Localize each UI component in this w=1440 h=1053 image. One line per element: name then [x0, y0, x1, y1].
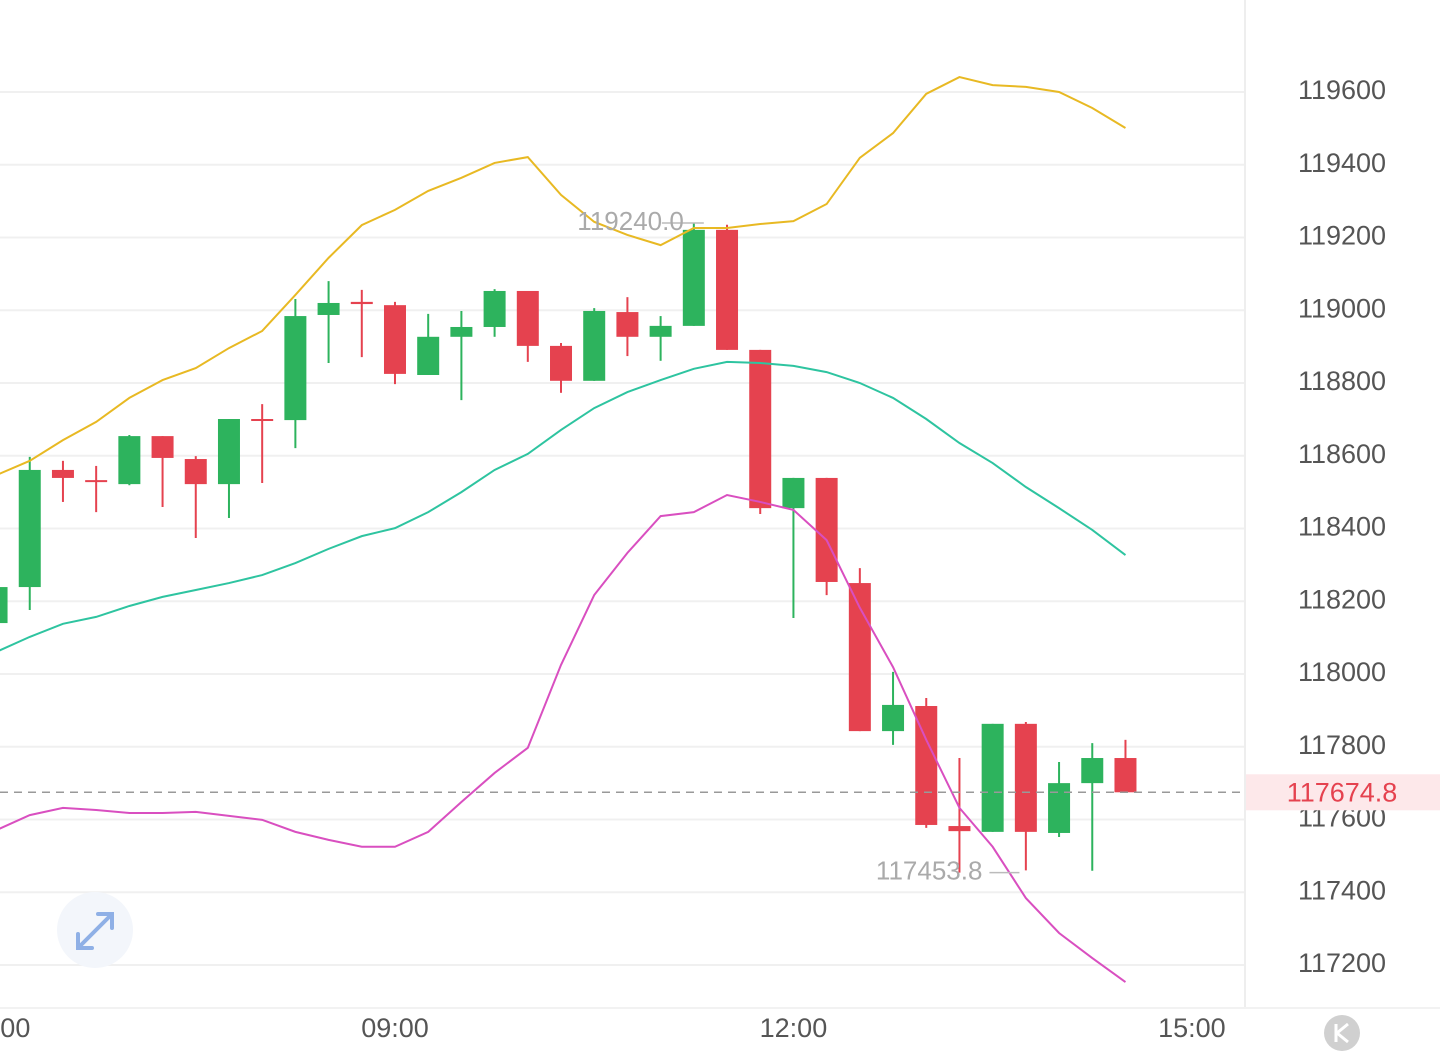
y-tick-label: 119600 [1298, 75, 1386, 105]
high-marker-label: 119240.0 [577, 206, 684, 236]
candle-body [0, 587, 8, 624]
candle-body [1114, 758, 1137, 793]
candle-body [483, 290, 506, 327]
last-price-box [1246, 774, 1440, 811]
candle-body [682, 229, 705, 326]
low-marker-label: 117453.8 [876, 856, 983, 886]
candle-body [716, 229, 739, 350]
x-tick-label: 06:00 [0, 1013, 30, 1043]
y-tick-label: 119200 [1298, 221, 1386, 251]
candle-body [981, 723, 1004, 832]
band-line [0, 76, 1126, 475]
y-tick-label: 119400 [1298, 148, 1386, 178]
plot: 1172001174001176001178001180001182001184… [0, 75, 1386, 1043]
candle-body [383, 305, 406, 374]
expand-icon [76, 912, 114, 950]
y-tick-label: 118400 [1298, 512, 1386, 542]
candle-body [417, 336, 440, 375]
candle-body [317, 302, 340, 315]
overlay-layer: 119240.0 117453.8 117674.8 [0, 206, 1440, 886]
candle-body [550, 345, 573, 381]
candle-body [815, 477, 838, 582]
y-tick-label: 117400 [1298, 875, 1386, 905]
candle-body [915, 706, 938, 825]
x-tick-label: 12:00 [760, 1013, 828, 1043]
candle-body [118, 436, 141, 485]
expand-button[interactable] [57, 892, 133, 968]
band-line [0, 360, 1127, 652]
y-tick-label: 118000 [1298, 657, 1386, 687]
candle-body [18, 469, 41, 588]
candle-body [649, 325, 672, 337]
candle-body [151, 436, 174, 458]
candle-body [948, 826, 971, 832]
x-tick-label: 15:00 [1158, 1013, 1226, 1043]
k-button-bg [1324, 1015, 1360, 1051]
y-tick-label: 117200 [1298, 948, 1386, 978]
candle-body [782, 477, 805, 509]
candle-body [251, 419, 274, 422]
candle-body [583, 310, 606, 381]
candle-body [1014, 723, 1037, 832]
y-tick-label: 117800 [1298, 730, 1386, 760]
candle-body [51, 469, 74, 478]
y-tick-label: 118800 [1298, 366, 1386, 396]
k-icon [1334, 1022, 1349, 1044]
candle-body [350, 301, 373, 305]
y-tick-label: 118600 [1298, 439, 1386, 469]
band-line [0, 493, 1127, 983]
candle-body [1081, 758, 1104, 784]
k-button[interactable] [1324, 1015, 1360, 1051]
candle-body [1048, 783, 1071, 833]
candle-body [616, 312, 639, 337]
x-tick-label: 09:00 [361, 1013, 429, 1043]
plot-area [0, 76, 1137, 983]
candle-body [882, 704, 905, 732]
candle-body [85, 480, 108, 483]
candle-body [848, 583, 871, 732]
candle-body [217, 419, 240, 485]
candle-body [184, 459, 207, 485]
candle-body [516, 290, 539, 346]
y-tick-label: 119000 [1298, 293, 1386, 323]
y-tick-label: 118200 [1298, 584, 1386, 614]
last-price-label: 117674.8 [1287, 777, 1398, 807]
candle-body [450, 326, 473, 337]
candle-body [749, 349, 772, 509]
candle-body [284, 316, 307, 421]
